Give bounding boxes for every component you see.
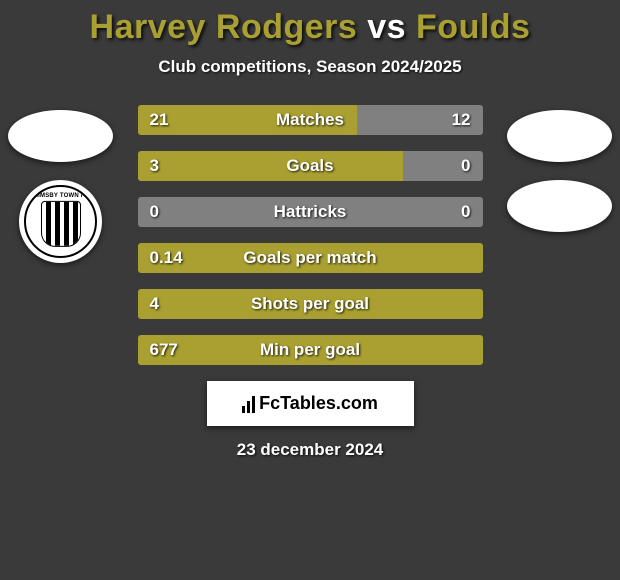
stat-label: Hattricks [138, 197, 483, 227]
player2-name: Foulds [416, 8, 530, 46]
stat-row: 2112Matches [138, 105, 483, 135]
title-vs: vs [367, 8, 406, 46]
date-text: 23 december 2024 [0, 440, 620, 460]
stat-label: Min per goal [138, 335, 483, 365]
player2-club-crest-placeholder [507, 180, 612, 232]
crest-inner: GRIMSBY TOWN F.C. [24, 185, 97, 258]
stat-row: 0.14Goals per match [138, 243, 483, 273]
crest-shield [41, 200, 81, 246]
stat-label: Goals [138, 151, 483, 181]
page-title: Harvey Rodgers vs Foulds [0, 8, 620, 47]
player2-photo-placeholder [507, 110, 612, 162]
stat-row: 00Hattricks [138, 197, 483, 227]
bar-chart-icon [242, 395, 255, 413]
right-photo-column [507, 110, 612, 250]
comparison-infographic: Harvey Rodgers vs Foulds Club competitio… [0, 0, 620, 580]
player1-club-crest: GRIMSBY TOWN F.C. [19, 180, 102, 263]
branding-box: FcTables.com [207, 381, 414, 426]
player1-photo-placeholder [8, 110, 113, 162]
stat-label: Matches [138, 105, 483, 135]
stat-row: 30Goals [138, 151, 483, 181]
stats-bars: 2112Matches 30Goals 00Hattricks 0.14Goals p… [138, 105, 483, 365]
branding-text: FcTables.com [259, 393, 378, 414]
stat-label: Goals per match [138, 243, 483, 273]
player1-name: Harvey Rodgers [90, 8, 358, 46]
crest-text: GRIMSBY TOWN F.C. [26, 193, 95, 199]
stat-label: Shots per goal [138, 289, 483, 319]
left-photo-column: GRIMSBY TOWN F.C. [8, 110, 113, 263]
stat-row: 677Min per goal [138, 335, 483, 365]
subtitle: Club competitions, Season 2024/2025 [0, 57, 620, 77]
stat-row: 4Shots per goal [138, 289, 483, 319]
fctables-logo: FcTables.com [242, 393, 378, 414]
